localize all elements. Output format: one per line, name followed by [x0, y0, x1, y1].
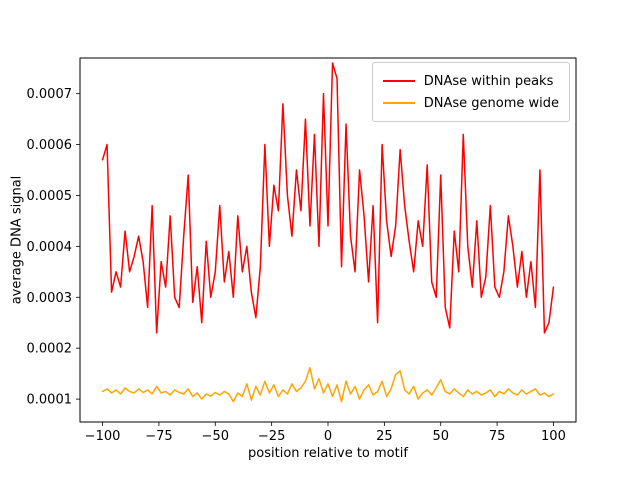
- legend-line-swatch-red: [382, 80, 415, 82]
- y-tick-label: 0.0004: [27, 240, 73, 255]
- legend-item: DNAse genome wide: [382, 92, 559, 114]
- y-tick-label: 0.0005: [27, 189, 73, 204]
- x-tick-label: −50: [202, 429, 229, 444]
- legend-line-swatch-orange: [382, 102, 415, 104]
- x-tick-label: 50: [432, 429, 449, 444]
- y-axis-label: average DNA signal: [9, 175, 25, 305]
- x-tick-label: −25: [258, 429, 285, 444]
- legend-item: DNAse within peaks: [382, 70, 559, 92]
- x-tick-label: 100: [541, 429, 566, 444]
- y-tick-label: 0.0001: [27, 393, 73, 408]
- x-tick-label: 0: [324, 429, 332, 444]
- y-tick-label: 0.0002: [27, 342, 73, 357]
- x-tick-label: 25: [376, 429, 393, 444]
- x-tick-label: −75: [145, 429, 172, 444]
- x-tick-label: −100: [85, 429, 121, 444]
- series-line-dnase-genome-wide: [101, 366, 555, 403]
- x-tick-label: 75: [489, 429, 506, 444]
- legend-label: DNAse within peaks: [423, 73, 554, 89]
- legend: DNAse within peaks DNAse genome wide: [371, 62, 570, 122]
- y-tick-label: 0.0007: [27, 87, 73, 102]
- series-line-dnase-within-peaks: [101, 62, 555, 334]
- y-tick-label: 0.0003: [27, 291, 73, 306]
- legend-label: DNAse genome wide: [423, 95, 559, 111]
- x-axis-label: position relative to motif: [248, 446, 408, 461]
- y-tick-label: 0.0006: [27, 138, 73, 153]
